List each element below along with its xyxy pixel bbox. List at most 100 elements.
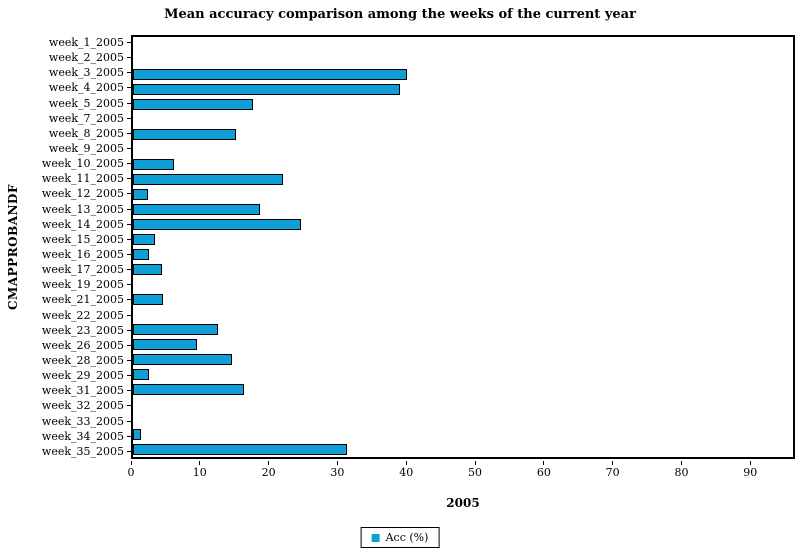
bar-row bbox=[133, 112, 793, 127]
y-tick-label: week_14_2005 bbox=[41, 217, 124, 231]
y-tick-mark bbox=[127, 238, 131, 240]
y-tick-label: week_12_2005 bbox=[41, 187, 124, 201]
x-tick-mark bbox=[474, 461, 476, 465]
x-tick-mark bbox=[543, 461, 545, 465]
y-tick-mark bbox=[127, 314, 131, 316]
x-tick-label: 40 bbox=[399, 466, 414, 479]
y-tick-label: week_22_2005 bbox=[41, 308, 124, 322]
bar-row bbox=[133, 52, 793, 67]
y-tick-label: week_34_2005 bbox=[41, 429, 124, 443]
x-tick-label: 10 bbox=[192, 466, 207, 479]
y-tick-mark bbox=[127, 420, 131, 422]
y-tick-mark bbox=[127, 117, 131, 119]
bar-week_35_2005 bbox=[133, 444, 348, 455]
y-tick-row: week_9_2005 bbox=[0, 141, 131, 156]
x-tick-mark bbox=[130, 461, 132, 465]
y-tick-mark bbox=[127, 72, 131, 74]
x-tick-label: 80 bbox=[674, 466, 689, 479]
bar-row bbox=[133, 67, 793, 82]
bar-week_5_2005 bbox=[133, 99, 253, 110]
x-tick-label: 70 bbox=[605, 466, 620, 479]
y-tick-label: week_4_2005 bbox=[48, 81, 124, 95]
y-tick-mark bbox=[127, 405, 131, 407]
bar-row bbox=[133, 427, 793, 442]
y-tick-row: week_7_2005 bbox=[0, 111, 131, 126]
x-tick-mark bbox=[749, 461, 751, 465]
bar-row bbox=[133, 37, 793, 52]
y-tick-row: week_29_2005 bbox=[0, 368, 131, 383]
y-tick-mark bbox=[127, 254, 131, 256]
bar-row bbox=[133, 307, 793, 322]
plot-area bbox=[131, 35, 795, 459]
y-tick-row: week_21_2005 bbox=[0, 292, 131, 307]
y-tick-row: week_35_2005 bbox=[0, 444, 131, 459]
y-tick-row: week_13_2005 bbox=[0, 202, 131, 217]
x-tick-mark bbox=[680, 461, 682, 465]
y-tick-label: week_3_2005 bbox=[48, 66, 124, 80]
x-tick-mark bbox=[268, 461, 270, 465]
y-tick-label: week_7_2005 bbox=[48, 111, 124, 125]
y-tick-row: week_12_2005 bbox=[0, 186, 131, 201]
bar-week_15_2005 bbox=[133, 234, 155, 245]
x-tick-mark bbox=[199, 461, 201, 465]
bar-row bbox=[133, 322, 793, 337]
bar-week_12_2005 bbox=[133, 189, 149, 200]
y-tick-row: week_32_2005 bbox=[0, 398, 131, 413]
y-tick-label: week_17_2005 bbox=[41, 263, 124, 277]
y-tick-row: week_28_2005 bbox=[0, 353, 131, 368]
y-tick-label: week_10_2005 bbox=[41, 157, 124, 171]
legend-swatch-icon bbox=[371, 533, 380, 542]
y-tick-row: week_5_2005 bbox=[0, 96, 131, 111]
y-tick-label: week_8_2005 bbox=[48, 126, 124, 140]
y-tick-row: week_23_2005 bbox=[0, 323, 131, 338]
x-tick-label: 20 bbox=[261, 466, 276, 479]
y-tick-label: week_23_2005 bbox=[41, 323, 124, 337]
y-tick-mark bbox=[127, 102, 131, 104]
y-tick-mark bbox=[127, 223, 131, 225]
y-tick-row: week_19_2005 bbox=[0, 277, 131, 292]
y-tick-row: week_3_2005 bbox=[0, 65, 131, 80]
bar-row bbox=[133, 217, 793, 232]
y-tick-mark bbox=[127, 42, 131, 44]
y-tick-mark bbox=[127, 193, 131, 195]
y-tick-mark bbox=[127, 329, 131, 331]
bar-week_16_2005 bbox=[133, 249, 150, 260]
y-tick-label: week_33_2005 bbox=[41, 414, 124, 428]
bar-week_14_2005 bbox=[133, 219, 301, 230]
y-tick-mark bbox=[127, 450, 131, 452]
y-tick-mark bbox=[127, 360, 131, 362]
bar-week_29_2005 bbox=[133, 369, 149, 380]
y-tick-row: week_34_2005 bbox=[0, 429, 131, 444]
bar-week_11_2005 bbox=[133, 174, 284, 185]
x-tick-label: 50 bbox=[468, 466, 483, 479]
y-tick-label: week_5_2005 bbox=[48, 96, 124, 110]
y-tick-mark bbox=[127, 390, 131, 392]
y-tick-label: week_9_2005 bbox=[48, 142, 124, 156]
y-tick-labels: week_1_2005 week_2_2005 week_3_2005 week_4_… bbox=[0, 35, 131, 459]
y-tick-label: week_2_2005 bbox=[48, 51, 124, 65]
bar-row bbox=[133, 127, 793, 142]
bar-row bbox=[133, 247, 793, 262]
y-tick-mark bbox=[127, 163, 131, 165]
x-axis-label: 2005 bbox=[446, 496, 480, 510]
y-tick-mark bbox=[127, 208, 131, 210]
y-tick-mark bbox=[127, 87, 131, 89]
y-tick-row: week_33_2005 bbox=[0, 414, 131, 429]
y-tick-row: week_31_2005 bbox=[0, 383, 131, 398]
bar-row bbox=[133, 292, 793, 307]
bar-week_26_2005 bbox=[133, 339, 197, 350]
bar-week_3_2005 bbox=[133, 69, 407, 80]
x-tick-label: 60 bbox=[536, 466, 551, 479]
y-tick-mark bbox=[127, 132, 131, 134]
y-tick-label: week_29_2005 bbox=[41, 369, 124, 383]
y-tick-mark bbox=[127, 344, 131, 346]
y-tick-row: week_22_2005 bbox=[0, 308, 131, 323]
bar-row bbox=[133, 367, 793, 382]
y-tick-row: week_11_2005 bbox=[0, 171, 131, 186]
bar-row bbox=[133, 397, 793, 412]
x-tick-label: 0 bbox=[127, 466, 135, 479]
y-tick-label: week_19_2005 bbox=[41, 278, 124, 292]
y-tick-row: week_17_2005 bbox=[0, 262, 131, 277]
y-tick-label: week_35_2005 bbox=[41, 444, 124, 458]
